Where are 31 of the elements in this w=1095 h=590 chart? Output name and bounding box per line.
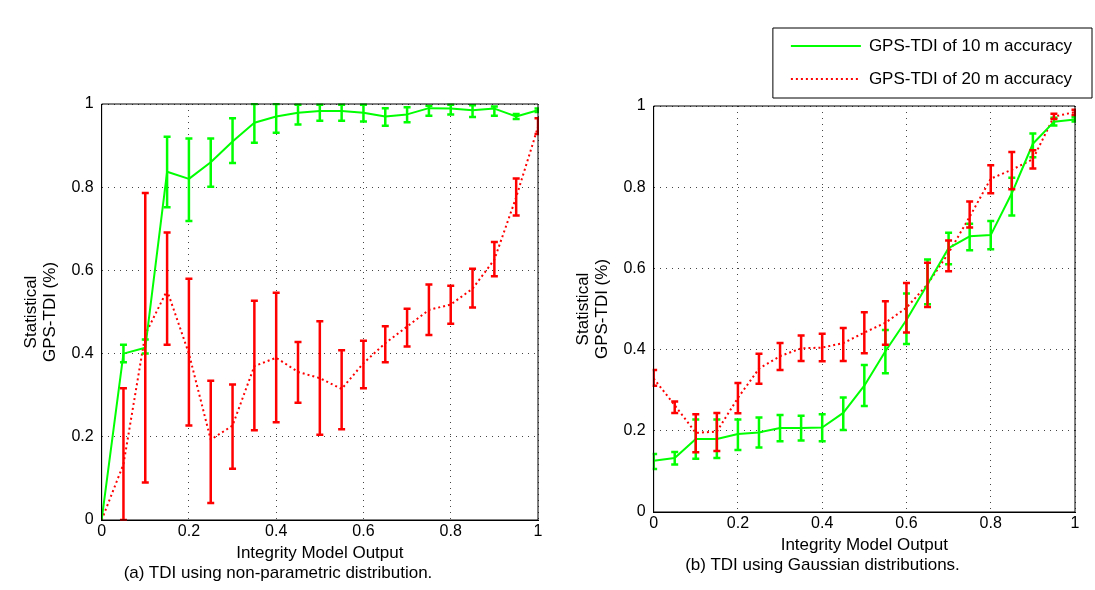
x-axis-title: Integrity Model Output <box>780 535 949 555</box>
y-tick-label: 0.8 <box>71 177 94 195</box>
y-tick-label: 0.6 <box>623 258 646 276</box>
y-tick-label: 0.2 <box>623 421 646 439</box>
y-tick-label: 1 <box>636 96 646 114</box>
x-tick-label: 0.8 <box>979 514 1002 532</box>
y-tick-label: 0.2 <box>71 427 94 445</box>
y-axis-title: Statistical GPS-TDI (%) <box>573 258 611 360</box>
y-tick-label: 0 <box>636 502 646 520</box>
legend-label: GPS-TDI of 10 m accuracy <box>868 35 1073 55</box>
x-tick-label: 0 <box>649 514 659 532</box>
x-axis-title: Integrity Model Output <box>236 543 404 563</box>
y-tick-label: 0.6 <box>71 260 94 278</box>
x-tick-label: 0.6 <box>895 514 918 532</box>
y-tick-label: 0.4 <box>623 340 646 358</box>
x-tick-label: 0 <box>97 522 107 540</box>
x-tick-label: 0.2 <box>177 522 201 540</box>
x-tick-label: 0.4 <box>811 514 834 532</box>
legend-label: GPS-TDI of 20 m accuracy <box>868 68 1073 88</box>
x-tick-label: 0.4 <box>265 522 288 540</box>
text: (a) TDI using non-parametric distribution. <box>123 563 433 583</box>
y-tick-label: 0.4 <box>71 344 94 362</box>
y-tick-label: 1 <box>84 94 94 112</box>
x-tick-label: 0.2 <box>726 514 750 532</box>
x-tick-label: 0.6 <box>352 522 375 540</box>
y-tick-label: 0.8 <box>623 177 646 195</box>
x-tick-label: 1 <box>1070 514 1080 532</box>
x-tick-label: 1 <box>533 522 543 540</box>
x-tick-label: 0.8 <box>439 522 462 540</box>
text: (b) TDI using Gaussian distributions. <box>685 555 960 575</box>
y-axis-title: Statistical GPS-TDI (%) <box>21 261 59 363</box>
